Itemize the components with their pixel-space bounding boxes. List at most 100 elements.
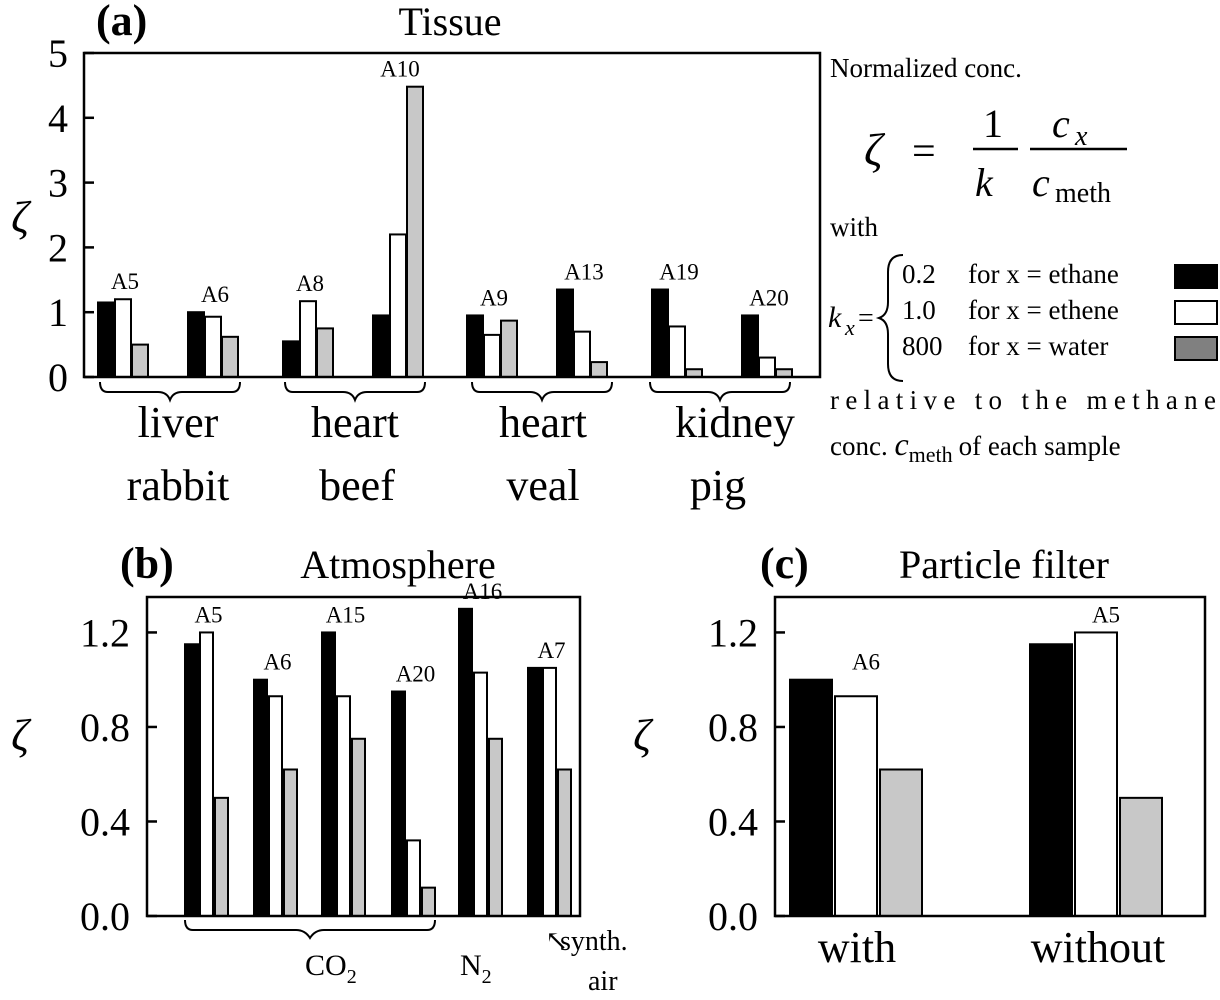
- panel-c-title: Particle filter: [899, 542, 1109, 587]
- legend-k-eq: =: [858, 303, 874, 334]
- bar-a10-ethane: [372, 314, 390, 379]
- ytick-label: 0.4: [80, 799, 130, 844]
- legend-swatch-ethane: [1174, 264, 1218, 289]
- panel-b-frame: [145, 595, 582, 918]
- legend-item-2-value: 1.0: [902, 295, 936, 325]
- bar-a5-ethene: [1074, 631, 1118, 917]
- bar-a5-ethene: [199, 631, 214, 917]
- group-3-animal: veal: [506, 461, 579, 510]
- panel-c-bars: [789, 631, 1163, 918]
- bar-a15-ethane: [321, 631, 336, 917]
- category-without: without: [1031, 923, 1165, 972]
- group-3-organ: heart: [499, 398, 587, 447]
- bar-a7-ethene: [542, 666, 557, 918]
- bar-a13-ethene: [573, 330, 591, 379]
- legend-heading: Normalized conc.: [830, 53, 1022, 83]
- panel-atmosphere: (b) Atmosphere ζ 0.0 0.4 0.8 1.2 A5 A6 A15 A20…: [11, 539, 628, 997]
- brace-heart-beef: [284, 381, 426, 403]
- bar-a19-ethane: [651, 288, 669, 378]
- panel-b-ylabel: ζ: [11, 711, 32, 760]
- legend-brace: [875, 254, 904, 382]
- panel-c-yaxis: 0.0 0.4 0.8 1.2: [708, 610, 785, 939]
- sample-label-a20: A20: [749, 285, 789, 310]
- bar-a8-water: [316, 327, 334, 378]
- legend-item-3-text: for x = water: [968, 331, 1108, 361]
- legend-footnote-2: conc. cmeth of each sample: [830, 426, 1121, 467]
- ytick-label: 0: [48, 355, 68, 400]
- brace-liver-rabbit: [99, 381, 241, 403]
- bar-a10-water: [406, 85, 424, 378]
- legend-with: with: [830, 212, 879, 242]
- panel-c-letter: (c): [760, 539, 809, 588]
- sample-label-a9: A9: [480, 285, 508, 310]
- footnote-post: of each sample: [959, 431, 1121, 461]
- bar-a20-ethene: [758, 356, 776, 378]
- panel-c-frame: [773, 595, 1207, 918]
- sample-label-a19: A19: [659, 260, 699, 285]
- bar-a5-water: [131, 343, 149, 379]
- legend-k: k: [828, 301, 842, 334]
- sample-label-a5: A5: [194, 602, 222, 627]
- bar-a8-ethane: [282, 340, 300, 378]
- formula-den2: c: [1032, 160, 1050, 205]
- bar-a13-water: [590, 361, 608, 379]
- sample-label-a7: A7: [537, 638, 565, 663]
- sample-label-a8: A8: [296, 271, 324, 296]
- panel-b-letter: (b): [120, 539, 174, 588]
- panel-tissue: (a) Tissue ζ 0 1 2 3 4 5 A5 A6 A8 A10 A9 A13 A19 A20…: [11, 0, 822, 510]
- category-co2-text: CO: [305, 949, 347, 982]
- legend-swatch-water: [1174, 336, 1218, 361]
- category-synth-arrow: ↖: [545, 926, 568, 957]
- ytick-label: 1: [48, 290, 68, 335]
- bar-a7-water: [557, 768, 572, 917]
- ytick-label: 1.2: [80, 610, 130, 655]
- panel-a-yaxis: 0 1 2 3 4 5: [48, 31, 94, 400]
- formula-equals: =: [912, 129, 936, 175]
- bar-a6-water: [879, 768, 923, 917]
- ytick-label: 4: [48, 96, 68, 141]
- formula-zeta: ζ: [864, 124, 886, 175]
- sample-label-a13: A13: [564, 260, 604, 285]
- group-4-organ: kidney: [675, 398, 795, 447]
- panel-b-sample-labels: A5 A6 A15 A20 A16 A7: [194, 579, 565, 687]
- category-n2-sub: 2: [482, 966, 492, 988]
- sample-label-a16: A16: [463, 579, 503, 604]
- bar-a15-water: [351, 737, 366, 917]
- formula-den1: k: [975, 160, 994, 205]
- sample-label-a5: A5: [111, 269, 139, 294]
- group-1-organ: liver: [138, 398, 219, 447]
- formula-num2-sub: x: [1074, 121, 1088, 152]
- sample-label-a20: A20: [396, 662, 436, 687]
- panel-c-sample-labels: A6 A5: [852, 602, 1120, 674]
- legend-swatch-ethene: [1174, 300, 1218, 325]
- ytick-label: 0.4: [708, 799, 758, 844]
- bar-a6-ethane: [253, 678, 268, 917]
- brace-kidney-pig: [649, 381, 791, 403]
- bar-a5-ethane: [184, 643, 199, 918]
- panel-b-bars: [184, 607, 572, 918]
- category-n2-text: N: [460, 949, 482, 982]
- formula-den2-sub: meth: [1055, 178, 1111, 209]
- bar-a5-water: [214, 796, 229, 918]
- footnote-c: c: [894, 426, 908, 462]
- bar-a9-water: [500, 319, 518, 378]
- sample-label-a6: A6: [263, 650, 291, 675]
- legend-item-1-text: for x = ethane: [968, 259, 1119, 289]
- ytick-label: 0.8: [708, 705, 758, 750]
- legend-footnote-1: relative to the methane: [830, 385, 1216, 415]
- panel-a-letter: (a): [96, 0, 147, 45]
- bar-a7-ethane: [527, 666, 542, 918]
- sample-label-a15: A15: [326, 602, 366, 627]
- legend-formula: ζ = 1 k c x c meth: [864, 101, 1127, 209]
- category-synth-line1: synth.: [560, 926, 628, 957]
- bar-a20-water: [421, 886, 436, 918]
- panel-a-frame: [82, 51, 822, 379]
- bar-a9-ethene: [483, 333, 501, 379]
- bar-a19-ethene: [668, 325, 686, 378]
- bar-a10-ethene: [389, 233, 407, 378]
- panel-c-ylabel: ζ: [633, 711, 654, 760]
- bar-a20-ethene: [406, 839, 421, 918]
- bar-a6-water: [221, 335, 239, 379]
- brace-co2: [184, 919, 436, 940]
